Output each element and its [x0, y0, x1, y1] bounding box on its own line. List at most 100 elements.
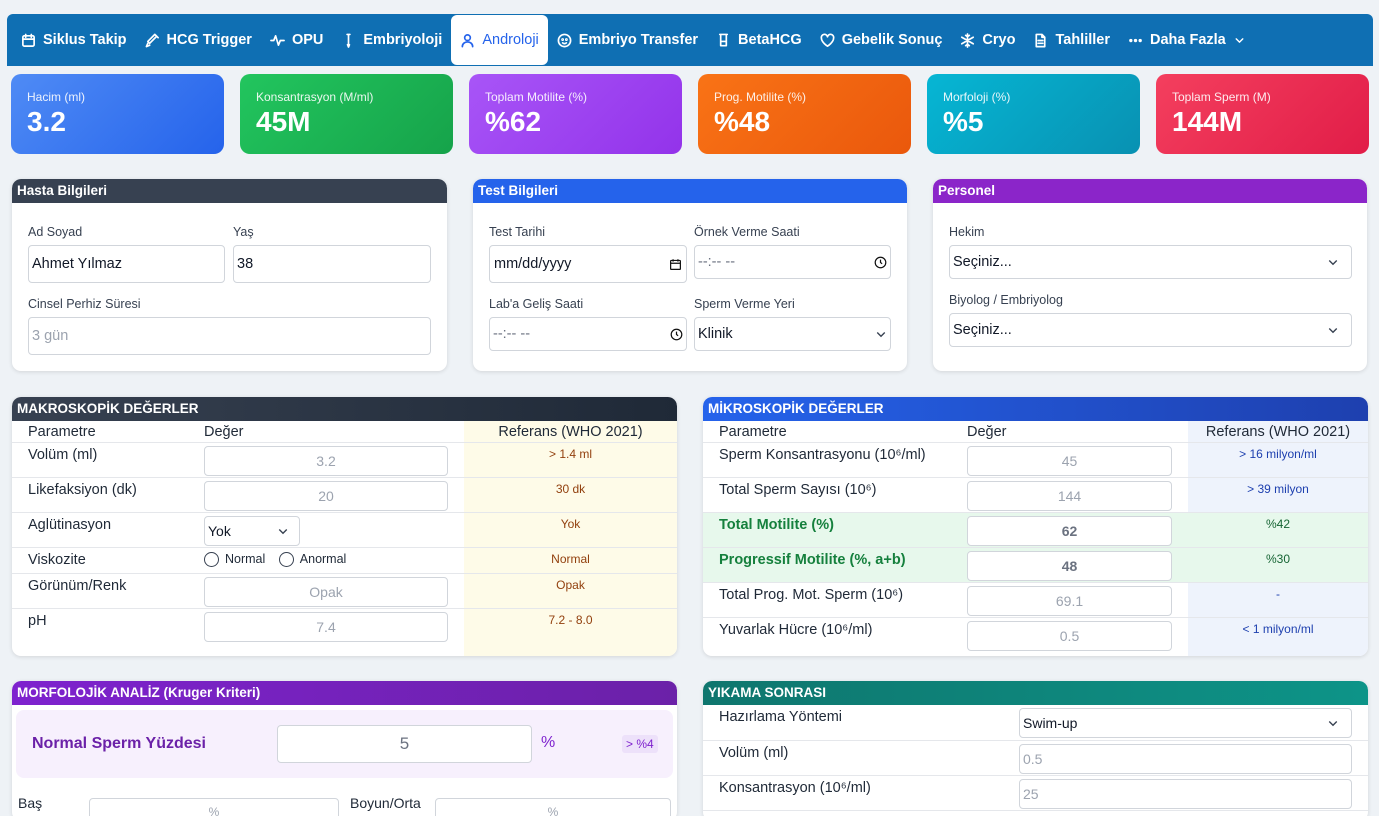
nav-embriyo-transfer[interactable]: Embriyo Transfer [548, 16, 707, 64]
biologist-select[interactable]: Seçiniz... [949, 313, 1352, 347]
nav-label: Siklus Takip [43, 32, 127, 48]
chevron-down-icon [1328, 328, 1338, 334]
table-row: Total Motilite (%) 62 %42 [703, 512, 1368, 547]
stat-morphology: Morfoloji (%) %5 [927, 74, 1140, 154]
micro-card: MİKROSKOPİK DEĞERLER Parametre Değer Ref… [703, 397, 1368, 656]
stat-label: Toplam Sperm (M) [1172, 90, 1271, 104]
lab-time-value: --:-- -- [493, 326, 531, 342]
round-cell-input[interactable]: 0.5 [967, 621, 1172, 651]
nav-embriyoloji[interactable]: Embriyoloji [332, 16, 451, 64]
param-name: Sperm Konsantrasyonu (10⁶/ml) [719, 447, 926, 463]
place-select[interactable]: Klinik [694, 317, 891, 351]
test-info-card: Test Bilgileri Test Tarihi mm/dd/yyyy Ör… [473, 179, 907, 371]
age-input[interactable]: 38 [233, 245, 431, 283]
param-name: Yuvarlak Hücre (10⁶/ml) [719, 622, 873, 638]
volume-label: Volüm (ml) [719, 745, 789, 761]
age-label: Yaş [233, 225, 254, 239]
abstinence-input[interactable]: 3 gün [28, 317, 431, 355]
sample-time-input[interactable]: --:-- -- [694, 245, 891, 279]
col-param: Parametre [719, 424, 787, 440]
normal-sperm-input[interactable]: 5 [277, 725, 532, 763]
nav-label: BetaHCG [738, 32, 802, 48]
ref-value: Yok [560, 517, 581, 531]
col-param: Parametre [28, 424, 96, 440]
sample-time-value: --:-- -- [698, 254, 736, 270]
nav-cryo[interactable]: Cryo [951, 16, 1024, 64]
method-label: Hazırlama Yöntemi [719, 709, 843, 725]
table-row: Aglütinasyon Yok Yok [12, 512, 677, 547]
nav-daha-fazla[interactable]: Daha Fazla [1119, 16, 1255, 64]
lab-time-input[interactable]: --:-- -- [489, 317, 687, 351]
ref-value: Normal [551, 552, 590, 566]
viscosity-normal-radio[interactable]: Normal [204, 552, 265, 568]
morphology-card: MORFOLOJİK ANALİZ (Kruger Kriteri) Norma… [12, 681, 677, 816]
doctor-label: Hekim [949, 225, 985, 239]
calendar-icon [670, 258, 681, 270]
card-title: YIKAMA SONRASI [703, 681, 1368, 705]
param-name: Total Prog. Mot. Sperm (10⁶) [719, 587, 904, 603]
viscosity-abnormal-radio[interactable]: Anormal [278, 552, 347, 568]
wash-volume-input[interactable]: 0.5 [1019, 744, 1352, 774]
stat-value: %48 [714, 106, 771, 137]
clock-icon [874, 256, 887, 268]
name-input[interactable]: Ahmet Yılmaz [28, 245, 225, 283]
doctor-value: Seçiniz... [953, 254, 1012, 270]
stat-label: Hacim (ml) [27, 90, 85, 104]
total-prog-sperm-input[interactable]: 69.1 [967, 586, 1172, 616]
lab-time-label: Lab'a Geliş Saati [489, 297, 584, 311]
volume-input[interactable]: 3.2 [204, 446, 448, 476]
liquefaction-input[interactable]: 20 [204, 481, 448, 511]
nav-hcg-trigger[interactable]: HCG Trigger [136, 16, 261, 64]
nav-label: Cryo [982, 32, 1016, 48]
col-value: Değer [204, 424, 244, 440]
total-motility-input[interactable]: 62 [967, 516, 1172, 546]
agglutination-select[interactable]: Yok [204, 516, 300, 546]
ref-value: %30 [1265, 552, 1291, 566]
stat-label: Prog. Motilite (%) [714, 90, 807, 104]
test-date-input[interactable]: mm/dd/yyyy [489, 245, 687, 283]
stat-total-motility: Toplam Motilite (%) %62 [469, 74, 682, 154]
head-label: Baş [18, 795, 43, 811]
param-name: Aglütinasyon [28, 517, 112, 533]
place-label: Sperm Verme Yeri [694, 297, 795, 311]
table-row: Volüm (ml) 0.5 [703, 740, 1368, 775]
stat-concentration: Konsantrasyon (M/ml) 45M [240, 74, 453, 154]
nav-betahcg[interactable]: BetaHCG [707, 16, 811, 64]
stat-prog-motility: Prog. Motilite (%) %48 [698, 74, 911, 154]
total-count-input[interactable]: 144 [967, 481, 1172, 511]
module-nav: Siklus Takip HCG Trigger OPU Embriyoloji… [7, 14, 1373, 66]
neck-input[interactable]: % [435, 798, 671, 816]
radio-label: Anormal [299, 552, 347, 566]
doctor-select[interactable]: Seçiniz... [949, 245, 1352, 279]
stat-label: Morfoloji (%) [943, 90, 1011, 104]
ref-value: %42 [1265, 517, 1291, 531]
place-value: Klinik [698, 326, 733, 342]
chevron-down-icon [278, 529, 288, 535]
appearance-input[interactable]: Opak [204, 577, 448, 607]
param-name: Volüm (ml) [28, 447, 98, 463]
test-date-value: mm/dd/yyyy [494, 256, 572, 272]
nav-gebelik-sonuc[interactable]: Gebelik Sonuç [811, 16, 952, 64]
viscosity-radio-group: Normal Anormal [204, 552, 347, 568]
wash-conc-input[interactable]: 25 [1019, 779, 1352, 809]
card-title: Hasta Bilgileri [12, 179, 447, 203]
head-input[interactable]: % [89, 798, 339, 816]
nav-tahliller[interactable]: Tahliller [1024, 16, 1119, 64]
nav-label: HCG Trigger [166, 32, 252, 48]
stat-value: %62 [485, 106, 542, 137]
ph-input[interactable]: 7.4 [204, 612, 448, 642]
method-select[interactable]: Swim-up [1019, 708, 1352, 738]
stat-value: 45M [256, 106, 311, 137]
nav-opu[interactable]: OPU [261, 16, 332, 64]
ref-value: > 16 milyon/ml [1239, 447, 1317, 461]
snowflake-icon [961, 32, 975, 48]
nav-androloji[interactable]: Androloji [451, 15, 548, 65]
nav-siklus-takip[interactable]: Siklus Takip [12, 16, 136, 64]
prog-motility-input[interactable]: 48 [967, 551, 1172, 581]
chevron-down-icon [876, 332, 886, 338]
reference-column-bg [464, 421, 677, 656]
ref-value: - [1276, 587, 1280, 601]
nav-label: OPU [291, 32, 324, 48]
concentration-input[interactable]: 45 [967, 446, 1172, 476]
nav-label: Tahliller [1055, 32, 1110, 48]
